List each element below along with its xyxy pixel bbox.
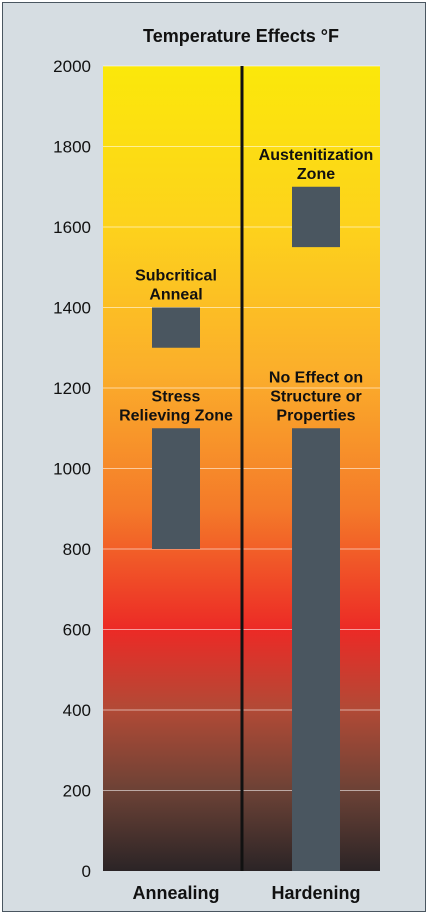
range-bar bbox=[152, 307, 200, 348]
chart-title: Temperature Effects °F bbox=[143, 26, 339, 46]
range-label: No Effect on bbox=[269, 369, 363, 386]
range-label: Zone bbox=[297, 166, 335, 183]
range-bar bbox=[152, 428, 200, 549]
temperature-chart: Temperature Effects °F 0 200 400 600 800 1000… bbox=[53, 26, 380, 903]
y-tick-label: 1200 bbox=[53, 379, 91, 398]
range-label: Relieving Zone bbox=[119, 407, 233, 424]
chart-frame: Temperature Effects °F 0 200 400 600 800 1000… bbox=[2, 2, 426, 912]
y-tick-label: 1600 bbox=[53, 218, 91, 237]
range-label: Austenitization bbox=[259, 147, 374, 164]
x-category-label: Annealing bbox=[132, 883, 219, 903]
range-label: Subcritical bbox=[135, 268, 217, 285]
range-label: Structure or bbox=[270, 388, 362, 405]
range-bar bbox=[292, 428, 340, 871]
range-label: Properties bbox=[276, 407, 355, 424]
y-tick-label: 1400 bbox=[53, 299, 91, 318]
y-tick-label: 200 bbox=[63, 782, 91, 801]
y-tick-label: 600 bbox=[63, 621, 91, 640]
x-category-label: Hardening bbox=[271, 883, 360, 903]
range-bar bbox=[292, 186, 340, 248]
range-label: Stress bbox=[152, 388, 201, 405]
y-tick-label: 400 bbox=[63, 701, 91, 720]
y-tick-label: 1800 bbox=[53, 138, 91, 157]
y-tick-label: 2000 bbox=[53, 57, 91, 76]
range-label: Anneal bbox=[149, 287, 202, 304]
y-tick-label: 1000 bbox=[53, 460, 91, 479]
y-tick-label: 800 bbox=[63, 540, 91, 559]
y-tick-label: 0 bbox=[82, 862, 91, 881]
